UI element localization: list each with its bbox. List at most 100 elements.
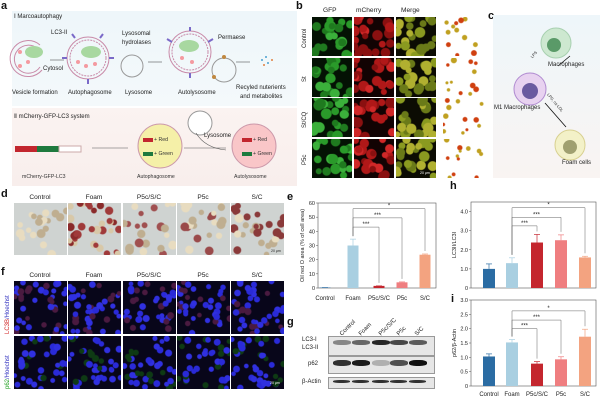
significance-label: *** (362, 222, 370, 228)
p62-band (333, 360, 351, 366)
significance-label: *** (521, 221, 529, 227)
bar-foam (506, 342, 518, 386)
permease-label: Permaese (218, 35, 246, 41)
green-label: + Green (253, 151, 272, 157)
p62-band (409, 360, 427, 366)
lc3-band (372, 340, 390, 345)
lc3b-fluorescence-image (231, 281, 284, 334)
column-header: Foam (85, 194, 103, 201)
p62-band (390, 360, 408, 366)
foam-cell-diagram (513, 27, 586, 161)
x-tick-label: P5c (556, 392, 566, 398)
significance-label: *** (533, 315, 541, 321)
p62-fluorescence-image (123, 336, 176, 389)
y-tick-label: 0 (312, 286, 315, 292)
y-tick-label: 30 (309, 244, 315, 250)
confocal-image (312, 58, 352, 97)
x-tick-label: P5c (397, 296, 407, 302)
p62-fluorescence-image (177, 336, 230, 389)
significance-label: * (388, 204, 391, 210)
confocal-image (354, 17, 394, 56)
column-header: P5c/S/C (136, 272, 162, 279)
panel-label-h: h (450, 180, 457, 192)
bar-p5csc (373, 285, 385, 288)
oil-red-o-image (231, 203, 284, 255)
macroautophagy-panel (12, 11, 297, 106)
lc3b-fluorescence-image (14, 281, 67, 334)
confocal-image (354, 139, 394, 178)
p62-fluorescence-image (68, 336, 121, 389)
bar-p5c (555, 240, 567, 288)
actin-band (333, 380, 350, 383)
zoomed-confocal-image (443, 58, 484, 97)
y-tick-label: 2.5 (460, 312, 468, 318)
lc3-ii-label: LC3-II (51, 30, 68, 36)
significance-label: *** (533, 212, 541, 218)
lc3b-fluorescence-image (68, 281, 121, 334)
lc3-band (390, 340, 408, 345)
bar-p5c (555, 359, 567, 386)
cytosol-label: Cytosol (43, 66, 64, 72)
bar-p5csc (531, 242, 543, 288)
significance-label: *** (521, 324, 529, 330)
y-tick-label: 0 (465, 384, 468, 390)
bar-foam (347, 245, 359, 288)
bar-foam (506, 263, 518, 288)
blot-row-label: LC3-II (302, 345, 319, 351)
column-header: S/C (251, 194, 263, 201)
y-tick-label: 0 (465, 286, 468, 292)
column-header: P5c/S/C (136, 194, 162, 201)
y-tick-label: 1.0 (460, 355, 468, 361)
x-tick-label: S/C (420, 296, 431, 302)
panel-label-e: e (287, 191, 294, 203)
oil-red-o-image (123, 203, 176, 255)
p62-band (352, 360, 370, 366)
y-axis-label: p62/β-Actin (452, 329, 458, 357)
lc3-band (409, 340, 427, 345)
significance-bracket (511, 319, 562, 354)
x-tick-label: Foam (345, 296, 360, 302)
column-header: P5c (197, 194, 209, 201)
confocal-image (396, 58, 436, 97)
panel-label-i: i (451, 293, 455, 305)
bar-control (483, 268, 495, 288)
y-tick-label: 20 (309, 258, 315, 264)
confocal-image (312, 17, 352, 56)
y-tick-label: 10 (309, 272, 315, 278)
panel-label-a: a (1, 0, 8, 12)
column-header: S/C (251, 272, 263, 279)
bottom-label: Autolysosome (234, 174, 267, 180)
bottom-label: mCherry-GFP-LC3 (22, 174, 66, 180)
p62-fluorescence-image (231, 336, 284, 389)
section-2-title: Ⅱ mCherry-GFP-LC3 system (14, 114, 90, 120)
hydrolases-label-1: Lysosomal (122, 31, 151, 37)
y-tick-label: 2.0 (460, 327, 468, 333)
hydrolases-label-2: hydrolases (122, 40, 152, 46)
y-tick-label: 40 (309, 229, 315, 235)
x-tick-label: P5c/S/C (368, 296, 391, 302)
y-tick-label: 3.0 (460, 229, 468, 235)
significance-label: *** (374, 213, 382, 219)
confocal-image (312, 98, 352, 137)
x-tick-label: Control (315, 296, 334, 302)
confocal-image (396, 139, 436, 178)
bar-sc (579, 336, 591, 386)
y-tick-label: 1.5 (460, 341, 468, 347)
x-tick-label: Foam (504, 392, 519, 398)
scale-bar-label: 20 μm (271, 249, 281, 253)
zoomed-confocal-image (443, 139, 484, 178)
column-header: Control (29, 272, 51, 279)
bottom-label: Autophagosome (137, 174, 175, 180)
confocal-image (396, 98, 436, 137)
p62-band (372, 360, 390, 366)
significance-bracket (352, 208, 426, 251)
stage-label: Autophagosome (68, 90, 112, 96)
blot-row-label: LC3-I (302, 337, 317, 343)
bar-control (483, 356, 495, 386)
bar-p5c (396, 282, 408, 288)
panel-label-f: f (1, 266, 5, 278)
panel-label-d: d (1, 188, 8, 200)
stage-label: Vesicle formation (12, 90, 58, 96)
confocal-image (354, 58, 394, 97)
